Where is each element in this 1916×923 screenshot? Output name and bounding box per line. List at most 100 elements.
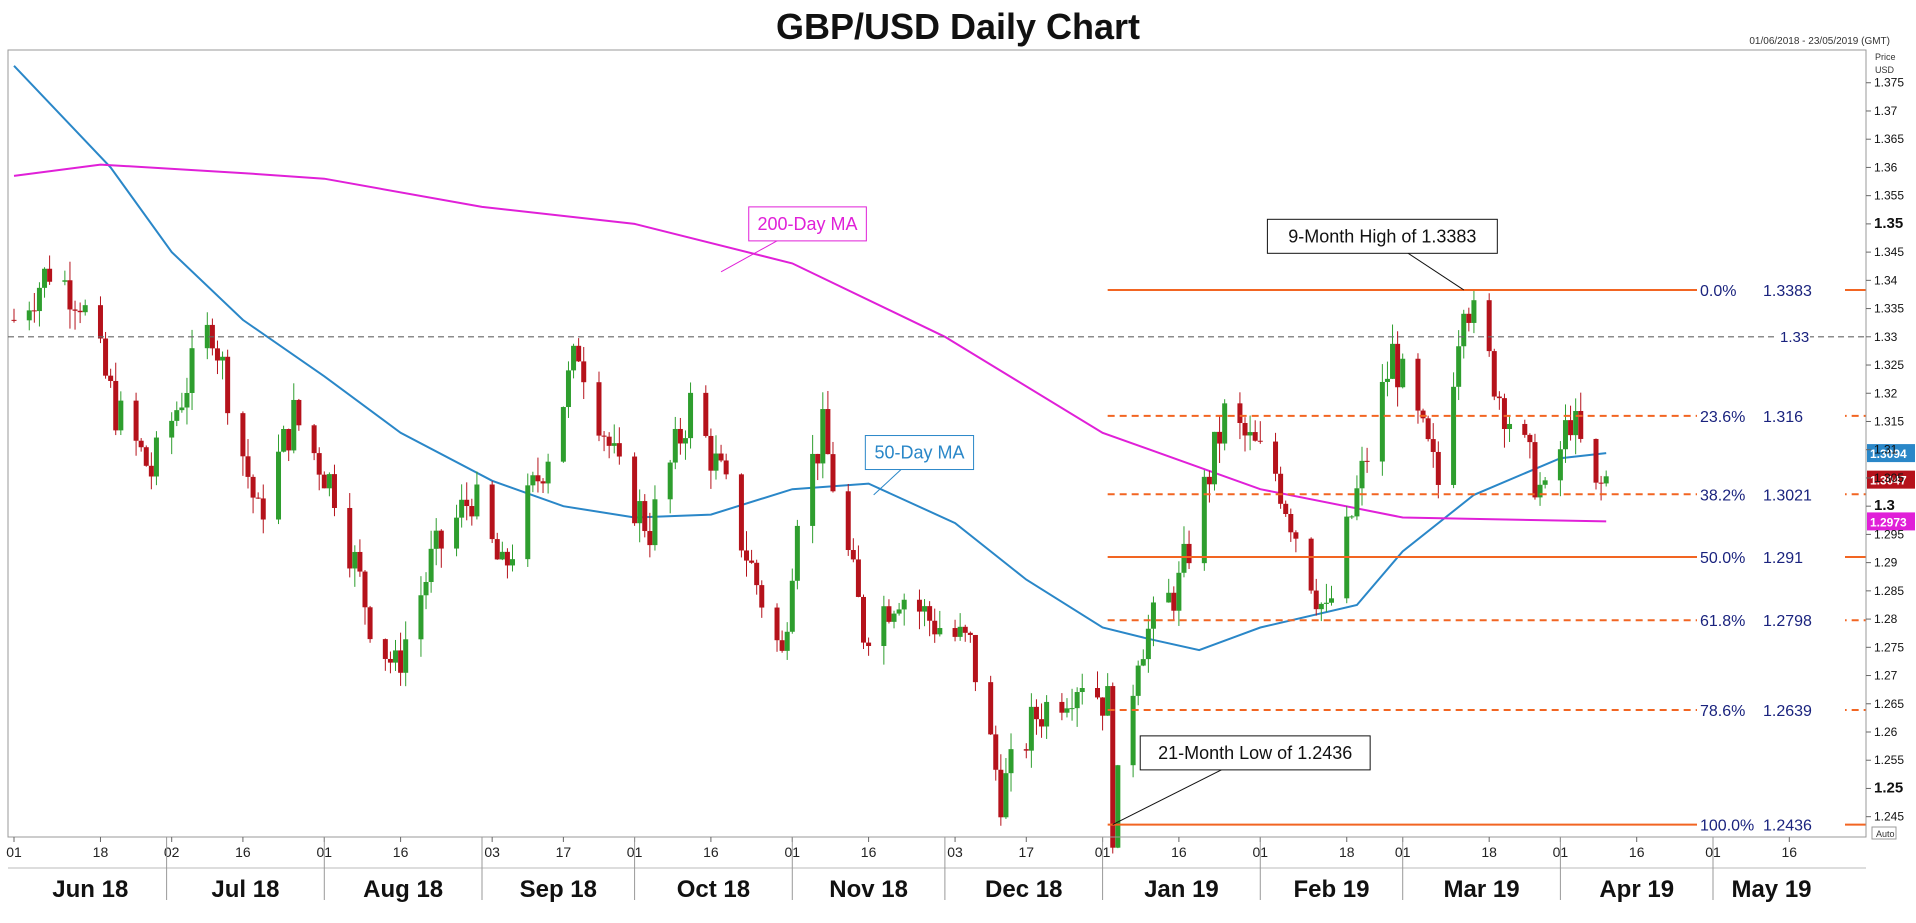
candle-body [1140,659,1146,666]
fib-label-bg [1697,405,1845,426]
candle-body [1186,543,1192,564]
candle-body [1115,765,1121,848]
fib-value-label: 1.2639 [1763,703,1812,720]
candle-body [1435,451,1441,485]
candle-body [418,595,424,640]
candle-body [1420,410,1426,419]
candle-body [1237,403,1243,423]
candle-body [433,530,439,549]
candle-body [596,382,602,436]
candle-body [286,429,292,451]
candle-body [387,658,393,663]
candle-body [11,319,17,321]
candle-body [688,392,694,439]
candle-body [1568,420,1574,436]
candle-body [616,443,622,457]
candle-body [1074,692,1080,709]
candle-body [779,640,785,651]
x-tick-label: 02 [164,844,180,860]
candle-body [1430,439,1436,452]
candle-body [1247,432,1253,436]
candle-body [1400,358,1406,388]
annotation-box [748,206,867,242]
x-tick-label: 01 [6,844,22,860]
level-label-bg [1776,327,1810,346]
y-tick-label: 1.32 [1874,386,1898,400]
candle-body [250,476,256,498]
y-tick-label: 1.365 [1874,132,1904,146]
candle-body [784,631,790,651]
candle-body [830,454,836,492]
candle-body [184,392,190,408]
fib-label-bg [1697,546,1845,567]
candle-body [1023,749,1029,751]
candle-body [62,280,68,282]
annotation-text: 9-Month High of 1.3383 [1288,226,1476,246]
candle-body [916,599,922,612]
candle-body [1252,432,1258,441]
candle-body [138,440,144,448]
candle-body [1501,398,1507,430]
fib-pct-label: 78.6% [1700,703,1745,720]
candle-body [1100,697,1106,716]
candle-body [932,620,938,635]
candle-body [850,550,856,560]
candle-body [489,484,495,540]
candle-body [1598,482,1604,484]
candle-body [1201,476,1207,564]
candle-body [72,309,78,311]
candle-body [331,474,337,508]
candle-body [1527,434,1533,443]
candle-body [794,525,800,581]
x-tick-label: 03 [947,844,963,860]
candle-body [1425,418,1431,440]
candle-body [1028,706,1034,751]
candle-body [1328,598,1334,603]
candle-body [214,348,220,361]
candle-body [428,548,434,582]
candle-body [1573,410,1579,436]
price-badge-label: 1.2973 [1870,515,1907,529]
fib-label-bg [1697,814,1845,835]
candle-body [1542,480,1548,485]
y-tick-label: 1.3 [1874,497,1895,514]
candle-body [459,499,465,518]
y-tick-label: 1.315 [1874,414,1904,428]
ma200-line [13,163,1607,523]
month-label: Oct 18 [677,876,750,903]
candle-body [723,460,729,475]
candle-body [1349,516,1355,518]
candle-body [31,310,37,312]
candle-body [754,562,760,586]
auto-label[interactable]: Auto [1876,829,1895,839]
candle-body [759,585,765,608]
candle-body [220,356,226,361]
y-tick-label: 1.305 [1874,471,1904,485]
candle-body [1222,403,1228,444]
candle-body [240,413,246,457]
candle-body [535,475,541,482]
month-label: May 19 [1731,876,1811,903]
annotation-box [1139,735,1371,771]
candle-body [1390,343,1396,379]
candle-body [326,474,332,489]
fib-value-label: 1.2436 [1763,818,1812,835]
candle-body [861,596,867,643]
candle-body [504,551,510,566]
fib-pct-label: 23.6% [1700,409,1745,426]
candle-body [1079,688,1085,693]
y-tick-label: 1.345 [1874,245,1904,259]
candle-body [1033,706,1039,720]
candle-body [1135,665,1141,696]
candle-body [454,517,460,549]
fib-pct-label: 0.0% [1700,283,1736,300]
candle-body [133,400,139,441]
y-tick-label: 1.37 [1874,104,1898,118]
auto-button[interactable] [1871,826,1897,840]
candle-body [113,380,119,431]
candle-body [1206,476,1212,485]
candle-body [606,436,612,446]
candle-body [718,453,724,461]
candle-body [82,305,88,313]
y-axis[interactable]: 1.245 1.25 1.255 1.26 1.265 1.27 1.275 1.28 1.28… [1865,50,1904,837]
